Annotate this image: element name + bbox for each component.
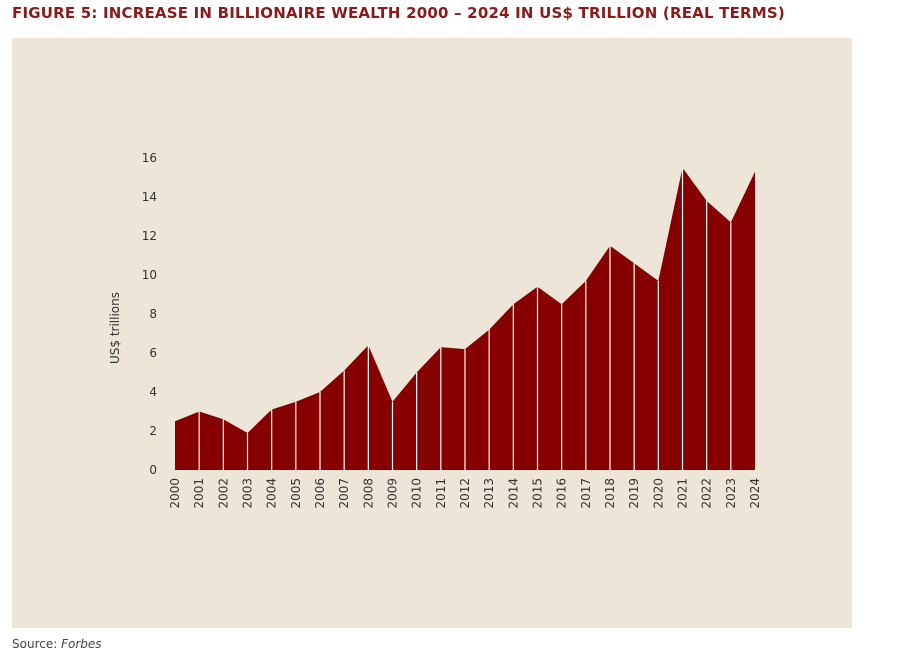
x-tick-label: 2015	[531, 478, 545, 509]
y-tick-label: 2	[149, 424, 157, 438]
x-tick-label: 2024	[748, 478, 762, 509]
x-tick-label: 2017	[579, 478, 593, 509]
x-tick-label: 2021	[676, 478, 690, 509]
source-name: Forbes	[61, 637, 102, 651]
x-tick-label: 2020	[651, 478, 665, 509]
y-tick-label: 12	[142, 229, 157, 243]
source: Source: Forbes	[12, 637, 102, 651]
y-tick-label: 0	[149, 463, 157, 477]
x-tick-label: 2006	[313, 478, 327, 509]
x-tick-label: 2001	[192, 478, 206, 509]
y-tick-label: 6	[149, 346, 157, 360]
x-tick-label: 2013	[482, 478, 496, 509]
x-tick-label: 2007	[337, 478, 351, 509]
x-tick-label: 2004	[265, 478, 279, 509]
x-tick-label: 2003	[241, 478, 255, 509]
y-tick-label: 10	[142, 268, 157, 282]
x-tick-label: 2018	[603, 478, 617, 509]
x-tick-label: 2005	[289, 478, 303, 509]
x-tick-label: 2009	[386, 478, 400, 509]
y-tick-label: 4	[149, 385, 157, 399]
x-tick-label: 2011	[434, 478, 448, 509]
y-tick-label: 14	[142, 190, 157, 204]
plot-panel: 0 2 4 6 8 10 12 14 16 US$ trillions 2000 2001 2002 20…	[12, 38, 852, 628]
x-tick-label: 2016	[555, 478, 569, 509]
chart: 0 2 4 6 8 10 12 14 16 US$ trillions 2000 2001 2002 20…	[108, 151, 762, 509]
x-tick-label: 2022	[700, 478, 714, 509]
x-tick-label: 2002	[216, 478, 230, 509]
y-tick-label: 8	[149, 307, 157, 321]
x-tick-label: 2012	[458, 478, 472, 509]
x-tick-label: 2014	[506, 478, 520, 509]
x-tick-label: 2019	[627, 478, 641, 509]
y-tick-label: 16	[142, 151, 157, 165]
chart-title: FIGURE 5: INCREASE IN BILLIONAIRE WEALTH…	[12, 4, 785, 22]
x-tick-label: 2000	[168, 478, 182, 509]
x-tick-label: 2010	[410, 478, 424, 509]
source-label: Source:	[12, 637, 58, 651]
x-tick-label: 2023	[724, 478, 738, 509]
x-tick-label: 2008	[361, 478, 375, 509]
y-axis-label: US$ trillions	[108, 292, 122, 364]
